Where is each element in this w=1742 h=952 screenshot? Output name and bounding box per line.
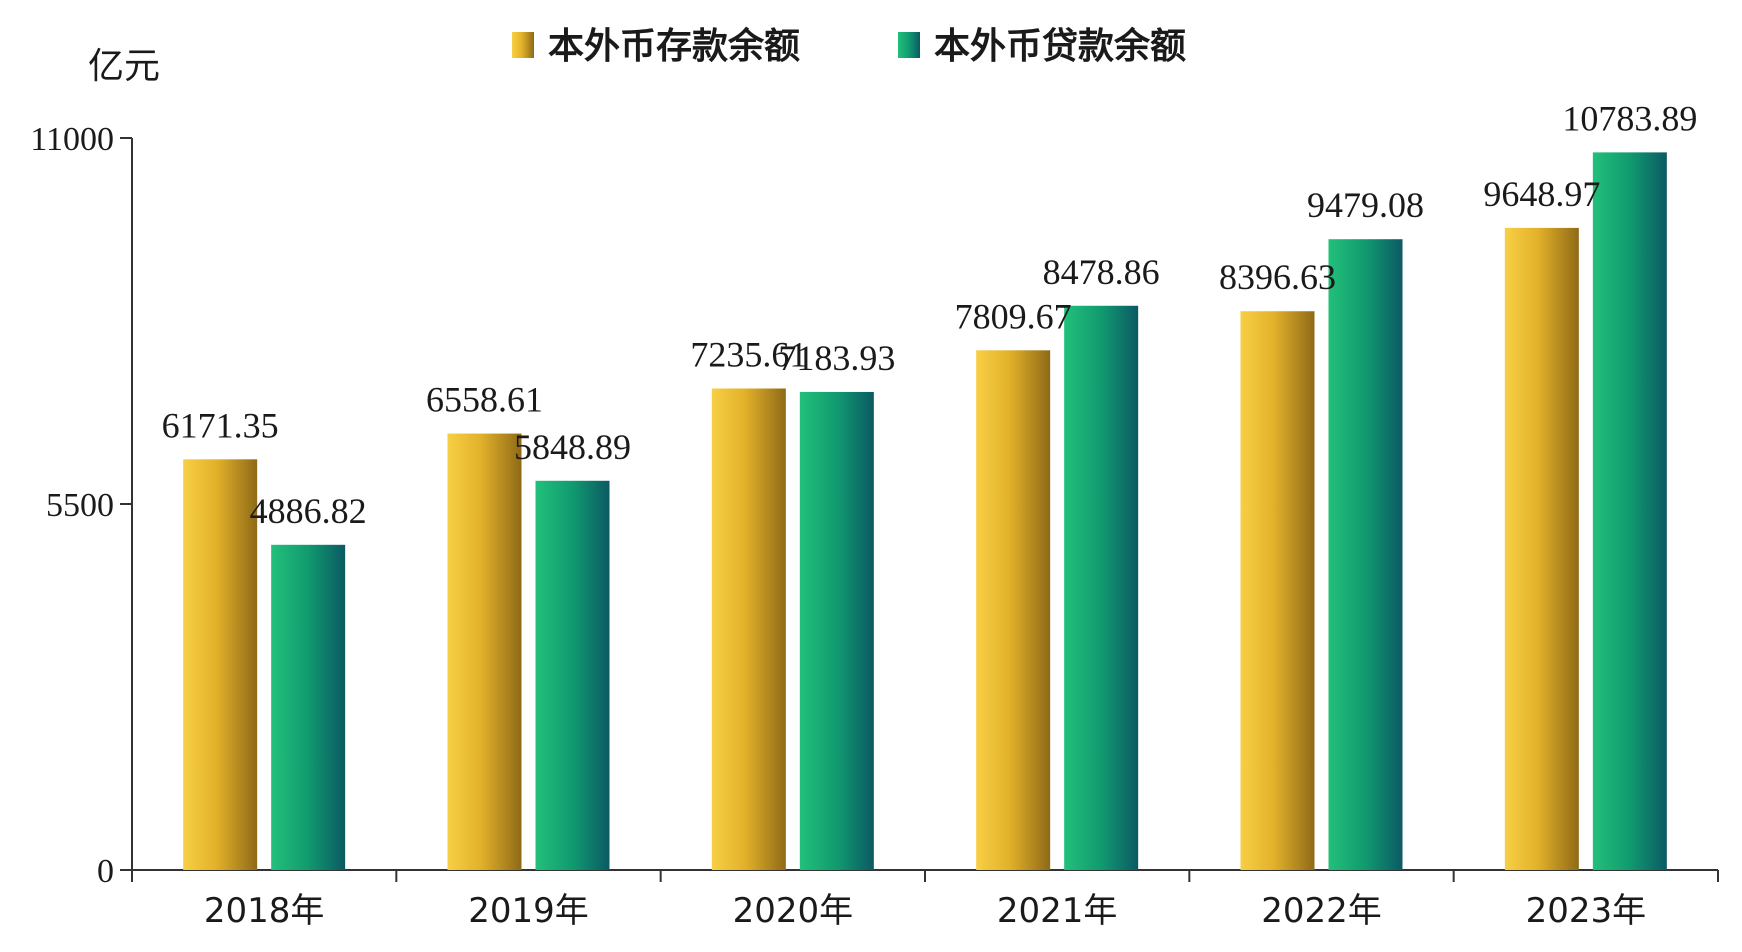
- data-label-deposit-0: 6171.35: [162, 405, 279, 445]
- y-tick-label: 11000: [30, 121, 114, 158]
- data-label-deposit-2: 7235.61: [690, 335, 807, 375]
- data-label-loan-1: 5848.89: [514, 427, 631, 467]
- data-label-loan-3: 8478.86: [1043, 252, 1160, 292]
- x-tick-label: 2020年: [733, 891, 854, 931]
- data-label-deposit-5: 9648.97: [1483, 174, 1600, 214]
- bar-deposit-5: [1504, 227, 1579, 870]
- legend-swatch-loan: [898, 32, 920, 58]
- x-tick-label: 2021年: [997, 891, 1118, 931]
- data-label-deposit-3: 7809.67: [955, 296, 1072, 336]
- data-label-loan-0: 4886.82: [250, 491, 367, 531]
- legend-swatch-deposit: [512, 32, 534, 58]
- bar-loan-3: [1064, 305, 1139, 871]
- bar-loan-0: [271, 544, 346, 870]
- legend-label-loan: 本外币贷款余额: [934, 25, 1186, 67]
- data-label-loan-4: 9479.08: [1307, 185, 1424, 225]
- data-label-deposit-4: 8396.63: [1219, 257, 1336, 297]
- legend-label-deposit: 本外币存款余额: [548, 25, 800, 67]
- y-tick-label: 5500: [46, 487, 114, 524]
- bar-loan-4: [1328, 239, 1403, 870]
- bar-deposit-1: [447, 433, 522, 870]
- x-axis-ticks: 2018年 2019年 2020年 2021年 2022年 2023年: [131, 870, 1719, 931]
- bar-loan-2: [799, 391, 874, 870]
- y-axis-ticks: 0 5500 11000: [30, 121, 132, 890]
- data-label-loan-2: 7183.93: [778, 338, 895, 378]
- bar-deposit-2: [711, 388, 786, 870]
- bar-series: [183, 152, 1667, 871]
- y-axis-unit-label: 亿元: [88, 46, 160, 87]
- bar-deposit-4: [1240, 311, 1315, 870]
- bar-deposit-3: [976, 350, 1051, 870]
- x-tick-label: 2023年: [1526, 891, 1647, 931]
- bar-loan-5: [1592, 152, 1667, 871]
- x-tick-label: 2018年: [204, 891, 325, 931]
- data-label-loan-5: 10783.89: [1562, 98, 1697, 138]
- y-tick-label: 0: [97, 853, 114, 890]
- x-tick-label: 2019年: [468, 891, 589, 931]
- data-labels: 6171.35 4886.82 6558.61 5848.89 7235.617183.…: [162, 98, 1698, 530]
- data-label-deposit-1: 6558.61: [426, 380, 543, 420]
- legend: 本外币存款余额 本外币贷款余额: [512, 25, 1186, 67]
- bar-deposit-0: [183, 459, 258, 870]
- bar-loan-1: [535, 480, 610, 870]
- x-tick-label: 2022年: [1261, 891, 1382, 931]
